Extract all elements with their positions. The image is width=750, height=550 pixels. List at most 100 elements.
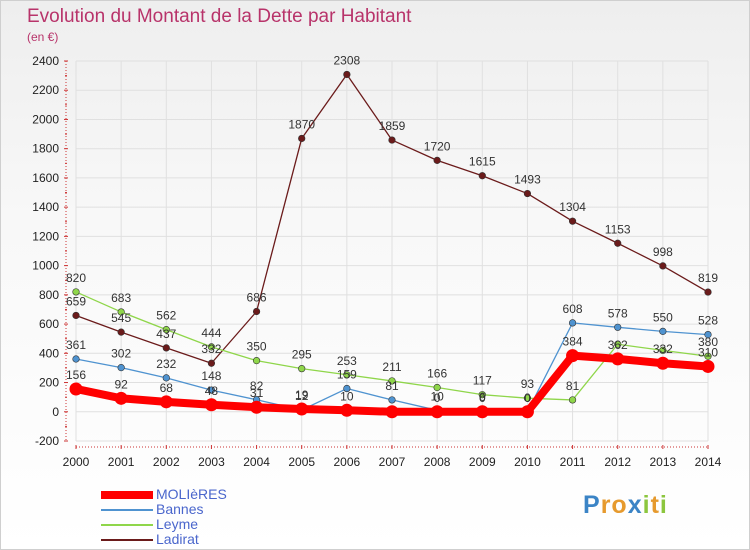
data-point	[568, 319, 577, 327]
y-tick-label: 400	[39, 346, 59, 360]
legend-label: MOLIèRES	[156, 486, 227, 502]
x-tick-label: 2004	[243, 455, 270, 469]
data-label: 1493	[514, 173, 541, 187]
legend-label: Leyme	[156, 516, 199, 532]
data-label: 253	[337, 354, 357, 368]
logo-letter: i	[659, 491, 668, 519]
data-label: 380	[698, 335, 718, 349]
data-label: 444	[201, 326, 221, 340]
data-label: 578	[608, 306, 628, 320]
data-label: 1615	[469, 155, 496, 169]
logo-letter: x	[627, 491, 643, 519]
data-point	[159, 395, 173, 409]
y-tick-label: 1000	[32, 259, 59, 273]
data-label: 31	[250, 386, 264, 400]
legend-label: Ladirat	[156, 531, 199, 547]
x-tick-label: 2012	[604, 455, 631, 469]
data-point	[388, 377, 396, 385]
data-point	[252, 357, 261, 365]
data-point	[295, 402, 309, 416]
logo-letter: t	[650, 491, 660, 519]
data-point	[207, 386, 216, 394]
y-tick-label: 800	[39, 288, 59, 302]
y-tick-label: 2000	[32, 112, 59, 126]
data-label: 148	[201, 369, 221, 383]
data-point	[162, 326, 170, 334]
data-point	[117, 364, 125, 372]
data-point	[72, 355, 80, 363]
legend-swatch	[101, 509, 153, 511]
data-point	[614, 340, 622, 348]
data-label: 81	[385, 379, 399, 393]
data-point	[520, 405, 534, 419]
data-label: 819	[698, 271, 718, 285]
x-tick-label: 2007	[379, 455, 406, 469]
data-label: 545	[111, 311, 131, 325]
data-label: 302	[111, 347, 131, 361]
x-tick-label: 2006	[334, 455, 361, 469]
data-point	[568, 217, 577, 225]
logo-letter: o	[611, 491, 628, 519]
data-label: 159	[337, 368, 357, 382]
data-point	[204, 398, 218, 412]
data-labels: 6595454373326861870230818591720161514931…	[66, 53, 718, 404]
data-point	[162, 374, 170, 382]
y-tick-label: -200	[35, 434, 59, 448]
chart-subtitle: (en €)	[27, 30, 59, 44]
data-point	[659, 262, 667, 270]
data-point	[704, 331, 712, 339]
data-label: 6	[479, 390, 486, 404]
data-point	[523, 189, 532, 198]
data-point	[614, 323, 622, 331]
data-label: 608	[563, 302, 583, 316]
data-label: 10	[340, 389, 354, 403]
logo-letter: r	[600, 491, 612, 519]
data-label: 1859	[379, 119, 406, 133]
data-label: 310	[698, 345, 718, 359]
data-label: 166	[427, 367, 447, 381]
data-point	[385, 405, 399, 419]
x-tick-label: 2005	[288, 455, 315, 469]
data-point	[475, 405, 489, 419]
data-point	[72, 288, 80, 296]
legend-swatch	[101, 524, 153, 526]
data-label: 1153	[605, 222, 631, 236]
data-label: 998	[653, 245, 673, 259]
data-label: 332	[653, 342, 673, 356]
x-tick-label: 2010	[514, 455, 541, 469]
data-point	[117, 308, 125, 316]
data-label: 211	[382, 360, 401, 374]
data-label: 19	[295, 388, 309, 402]
data-label: 1720	[424, 139, 451, 153]
data-label: 1304	[559, 200, 586, 214]
data-label: 295	[292, 348, 312, 362]
x-tick-label: 2009	[469, 455, 496, 469]
data-point	[343, 384, 351, 393]
data-point	[114, 391, 128, 405]
y-tick-label: 2200	[32, 83, 59, 97]
data-point	[566, 349, 580, 363]
data-point	[701, 359, 715, 373]
data-point	[343, 70, 351, 79]
data-label: 82	[250, 379, 264, 393]
data-point	[69, 382, 83, 396]
data-point	[343, 371, 351, 379]
data-point	[478, 391, 486, 399]
x-tick-label: 2002	[153, 455, 180, 469]
legend-swatch	[101, 539, 153, 541]
data-label: 820	[66, 271, 86, 285]
data-point	[430, 405, 444, 419]
data-point	[207, 343, 216, 351]
data-label: 0	[434, 391, 441, 405]
y-tick-label: 200	[39, 376, 59, 390]
data-label: 156	[66, 368, 86, 382]
data-point	[659, 346, 667, 354]
legend-label: Bannes	[156, 501, 204, 517]
data-label: 686	[247, 291, 267, 305]
logo-letter: P	[583, 491, 601, 519]
data-label: 384	[563, 335, 583, 349]
data-label: 361	[66, 338, 86, 352]
y-tick-label: 0	[52, 405, 59, 419]
data-point	[656, 356, 670, 370]
x-tick-label: 2011	[560, 455, 586, 469]
